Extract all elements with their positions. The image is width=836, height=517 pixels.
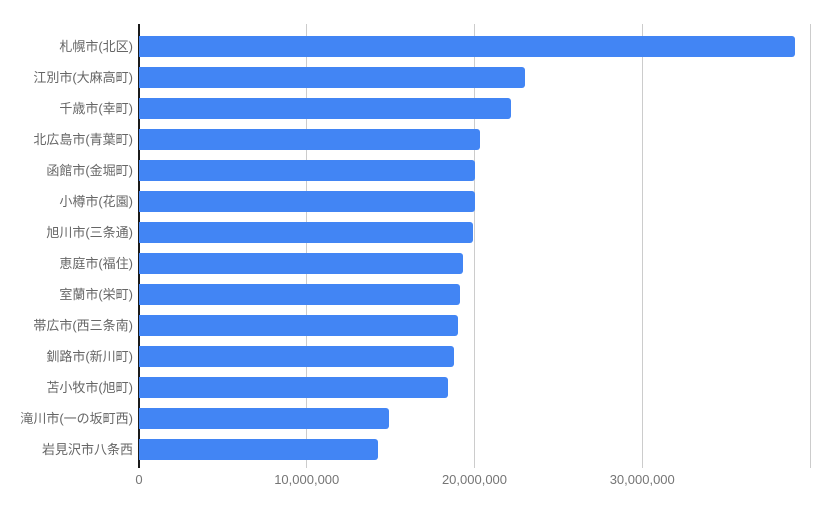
category-label: 千歳市(幸町) (59, 101, 133, 116)
gridline (474, 24, 475, 468)
category-label: 滝川市(一の坂町西) (20, 411, 133, 426)
category-label: 江別市(大麻高町) (33, 70, 133, 85)
bar[interactable] (139, 67, 525, 88)
category-label: 小樽市(花園) (59, 194, 133, 209)
chart-row: 滝川市(一の坂町西) (0, 403, 836, 434)
bar[interactable] (139, 377, 448, 398)
bar[interactable] (139, 253, 463, 274)
bar[interactable] (139, 346, 454, 367)
chart-row: 函館市(金堀町) (0, 155, 836, 186)
bar[interactable] (139, 284, 461, 305)
x-tick-label: 0 (135, 472, 143, 487)
category-label: 帯広市(西三条南) (33, 318, 133, 333)
bar[interactable] (139, 36, 795, 57)
chart-row: 釧路市(新川町) (0, 341, 836, 372)
chart-row: 旭川市(三条通) (0, 217, 836, 248)
bar[interactable] (139, 439, 379, 460)
chart-row: 恵庭市(福住) (0, 248, 836, 279)
bar[interactable] (139, 315, 458, 336)
bar[interactable] (139, 98, 512, 119)
chart-row: 室蘭市(栄町) (0, 279, 836, 310)
x-tick-label: 20,000,000 (441, 472, 508, 487)
chart-row: 札幌市(北区) (0, 31, 836, 62)
x-tick-label: 10,000,000 (274, 472, 340, 487)
category-label: 北広島市(青葉町) (33, 132, 133, 147)
x-tick-label: 30,000,000 (609, 472, 675, 487)
chart-row: 江別市(大麻高町) (0, 62, 836, 93)
y-axis-line (138, 24, 140, 468)
bar[interactable] (139, 129, 481, 150)
category-label: 室蘭市(栄町) (59, 287, 133, 302)
category-label: 函館市(金堀町) (46, 163, 133, 178)
category-label: 恵庭市(福住) (59, 256, 133, 271)
chart-row: 苫小牧市(旭町) (0, 372, 836, 403)
chart-row: 小樽市(花園) (0, 186, 836, 217)
gridline (306, 24, 308, 468)
chart-row: 千歳市(幸町) (0, 93, 836, 124)
chart-row: 帯広市(西三条南) (0, 310, 836, 341)
bar[interactable] (139, 160, 476, 181)
gridline (809, 24, 811, 468)
gridline (641, 24, 643, 468)
bar[interactable] (139, 222, 473, 243)
category-label: 釧路市(新川町) (46, 349, 133, 364)
bar[interactable] (139, 408, 389, 429)
category-label: 苫小牧市(旭町) (46, 380, 133, 395)
chart-row: 岩見沢市八条西 (0, 434, 836, 465)
chart-row: 北広島市(青葉町) (0, 124, 836, 155)
category-label: 岩見沢市八条西 (41, 442, 133, 457)
category-label: 札幌市(北区) (59, 39, 133, 54)
category-label: 旭川市(三条通) (46, 225, 133, 240)
bar[interactable] (139, 191, 475, 212)
chart-rows: 札幌市(北区) 江別市(大麻高町) 千歳市(幸町) 北広島市(青葉町) 函館市(金堀町)… (0, 31, 836, 465)
